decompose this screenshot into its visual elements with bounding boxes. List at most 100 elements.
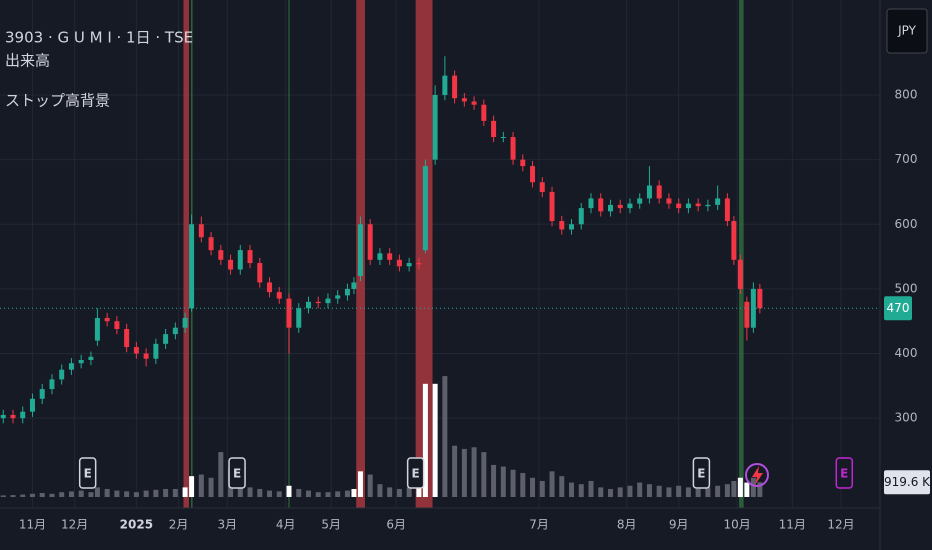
volume-bar bbox=[133, 492, 139, 497]
x-tick-label: 12月 bbox=[827, 518, 854, 532]
candle-body bbox=[750, 288, 756, 328]
volume-bar bbox=[607, 488, 613, 497]
volume-bar bbox=[627, 485, 633, 497]
candle-body bbox=[500, 137, 506, 139]
last-price-box bbox=[884, 296, 912, 321]
volume-bar bbox=[481, 452, 487, 497]
volume-bar bbox=[387, 487, 393, 497]
candle-body bbox=[351, 282, 357, 289]
candle-body bbox=[744, 301, 750, 328]
indicator-label: 出来高 bbox=[5, 52, 50, 70]
x-tick-label: 8月 bbox=[617, 518, 637, 532]
candle-body bbox=[124, 328, 130, 348]
stop-high-band bbox=[415, 0, 433, 508]
candle-body bbox=[757, 288, 763, 309]
x-tick-label: 2月 bbox=[169, 518, 189, 532]
event-marker bbox=[406, 457, 425, 489]
candle-body bbox=[182, 317, 188, 328]
candle-body bbox=[685, 203, 691, 209]
volume-bar bbox=[757, 482, 763, 497]
candle-body bbox=[598, 198, 604, 212]
candle-body bbox=[520, 159, 526, 167]
volume-bar bbox=[296, 488, 302, 497]
volume-bar bbox=[578, 484, 584, 497]
last-volume-box bbox=[884, 470, 930, 495]
candle-body bbox=[656, 185, 662, 199]
volume-bar bbox=[377, 484, 383, 497]
lightning-icon bbox=[745, 463, 769, 487]
volume-bar bbox=[666, 487, 672, 497]
volume-bar bbox=[20, 494, 26, 497]
x-tick-label: 12月 bbox=[61, 518, 88, 532]
volume-bar bbox=[705, 487, 711, 497]
candle-body bbox=[530, 166, 536, 183]
volume-bar bbox=[695, 488, 701, 497]
volume-bar bbox=[39, 492, 45, 497]
currency-button[interactable] bbox=[886, 8, 928, 54]
volume-bar bbox=[676, 485, 682, 497]
candle-body bbox=[78, 359, 84, 364]
candle-body bbox=[367, 224, 373, 260]
volume-bar bbox=[218, 452, 224, 497]
volume-bar bbox=[432, 383, 438, 497]
candle-body bbox=[406, 263, 412, 267]
volume-bar bbox=[637, 482, 643, 497]
x-tick-label: 11月 bbox=[19, 518, 46, 532]
event-label: E bbox=[697, 467, 705, 481]
x-tick-label: 9月 bbox=[669, 518, 689, 532]
volume-bar bbox=[88, 492, 94, 497]
volume-bar bbox=[143, 490, 149, 497]
axes: 300 400 500 600 700 800 11月 12月 2025 2月 3月 4月 5月 6月 7月… bbox=[0, 88, 931, 532]
chart-title: 3903 · G U M I · 1日 · TSE bbox=[5, 29, 193, 47]
candle-body bbox=[396, 259, 402, 267]
candle-body bbox=[569, 224, 575, 230]
volume-bar bbox=[182, 487, 188, 497]
volume-bar bbox=[510, 469, 516, 497]
volume-bar bbox=[276, 491, 282, 497]
event-marker bbox=[692, 457, 711, 489]
volume-bar bbox=[598, 487, 604, 497]
volume-bar bbox=[94, 487, 100, 497]
volume-bar bbox=[163, 488, 169, 497]
candle-body bbox=[705, 204, 711, 207]
volume-bar bbox=[750, 477, 756, 497]
candle-body bbox=[172, 327, 178, 335]
volume-bar bbox=[471, 447, 477, 497]
volume-bar bbox=[520, 472, 526, 497]
candle-body bbox=[387, 253, 393, 260]
candle-body bbox=[617, 204, 623, 209]
candle-body bbox=[335, 295, 341, 299]
candle-body bbox=[432, 95, 438, 160]
y-tick-label: 400 bbox=[895, 346, 918, 360]
candle-body bbox=[94, 317, 100, 341]
volume-bar bbox=[49, 493, 55, 497]
volume-bar bbox=[189, 476, 195, 497]
candle-body bbox=[377, 253, 383, 260]
volume-bar bbox=[237, 482, 243, 497]
candle-body bbox=[325, 298, 331, 304]
candle-body bbox=[357, 224, 363, 276]
volume-bar bbox=[569, 482, 575, 497]
volume-bar bbox=[461, 448, 467, 497]
candle-body bbox=[461, 98, 467, 102]
volume-bar bbox=[68, 491, 74, 497]
candle-body bbox=[731, 221, 737, 260]
volume-bar bbox=[325, 492, 331, 497]
volume-bar bbox=[0, 495, 6, 497]
candle-body bbox=[715, 198, 721, 205]
candle-body bbox=[68, 363, 74, 370]
event-label: E bbox=[233, 467, 241, 481]
stop-high-band bbox=[739, 0, 744, 508]
volume-bar bbox=[247, 487, 253, 497]
event-marker bbox=[835, 457, 854, 489]
candle-body bbox=[471, 101, 477, 105]
candle-body bbox=[104, 317, 110, 322]
currency-label[interactable]: JPY bbox=[897, 24, 917, 38]
x-tick-label: 3月 bbox=[217, 518, 237, 532]
candle-body bbox=[218, 250, 224, 260]
candle-body bbox=[143, 353, 149, 359]
candle-body bbox=[286, 298, 292, 328]
candle-body bbox=[114, 321, 120, 329]
x-tick-label: 2025 bbox=[120, 518, 153, 532]
